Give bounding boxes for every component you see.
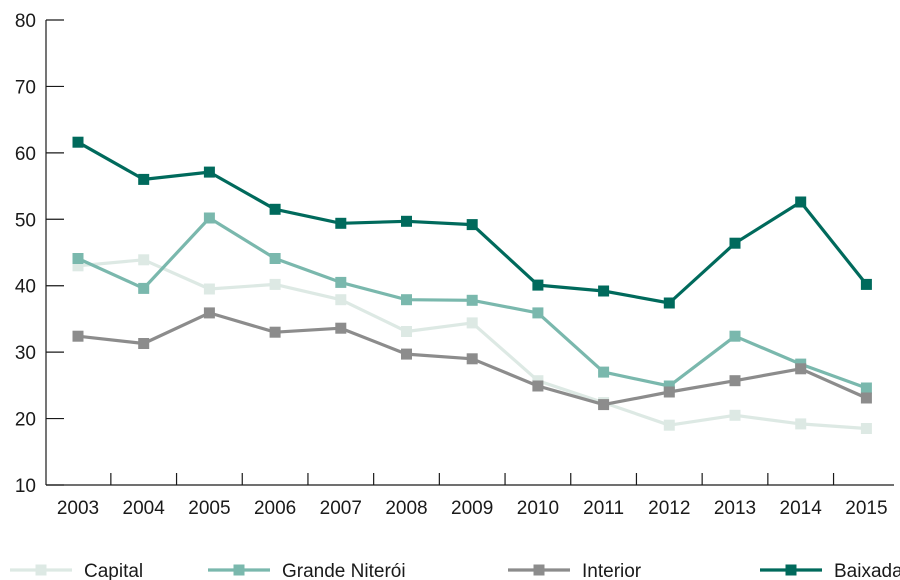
data-point	[269, 326, 281, 338]
x-tick-label: 2003	[57, 498, 99, 519]
data-point	[795, 196, 807, 208]
x-tick-label: 2010	[517, 498, 559, 519]
x-tick-label: 2007	[320, 498, 362, 519]
series-baixada	[72, 136, 872, 309]
legend-label: Grande Niterói	[282, 561, 406, 580]
data-point	[203, 307, 215, 319]
data-point	[335, 276, 347, 288]
data-point	[729, 237, 741, 249]
series-group	[72, 136, 872, 434]
y-tick-label: 20	[15, 410, 36, 431]
data-point	[466, 294, 478, 306]
data-point	[138, 338, 150, 349]
x-tick-label: 2006	[254, 498, 296, 519]
data-point	[795, 418, 807, 430]
legend-swatch-marker	[35, 564, 47, 576]
data-point	[466, 219, 478, 231]
data-point	[72, 136, 84, 148]
data-point	[466, 317, 478, 329]
x-tick-label: 2013	[714, 498, 756, 519]
data-point	[729, 409, 741, 421]
x-tick-label: 2005	[188, 498, 230, 519]
data-point	[138, 282, 150, 294]
data-point	[401, 215, 412, 227]
data-point	[598, 399, 610, 411]
data-point	[269, 203, 281, 215]
data-point	[335, 294, 347, 306]
y-tick-label: 80	[15, 11, 36, 32]
y-tick-label: 40	[15, 277, 36, 298]
data-point	[663, 297, 675, 309]
series-interior	[72, 307, 872, 411]
legend-item: Grande Niterói	[208, 561, 406, 580]
data-point	[860, 278, 872, 290]
data-point	[401, 294, 412, 306]
data-point	[860, 392, 872, 404]
x-tick-label: 2011	[583, 498, 624, 519]
data-point	[663, 380, 675, 392]
x-tick-label: 2014	[780, 498, 823, 519]
y-tick-label: 70	[15, 77, 36, 98]
legend-label: Capital	[84, 561, 143, 580]
data-point	[269, 253, 281, 264]
legend-swatch-marker	[533, 564, 545, 576]
data-point	[72, 330, 84, 342]
data-point	[203, 283, 215, 295]
data-point	[72, 260, 84, 272]
x-tick-label: 2008	[385, 498, 427, 519]
series-grande-niter-i	[72, 212, 872, 394]
data-point	[466, 353, 478, 365]
data-point	[729, 375, 741, 387]
y-tick-label: 60	[15, 144, 36, 165]
data-point	[598, 366, 610, 378]
data-point	[795, 363, 807, 375]
data-point	[203, 166, 215, 178]
legend-swatch-marker	[233, 564, 245, 576]
legend-label: Interior	[582, 561, 642, 580]
data-point	[203, 212, 215, 224]
x-tick-label: 2012	[648, 498, 690, 519]
y-tick-label: 50	[15, 210, 36, 231]
data-point	[335, 322, 347, 334]
data-point	[598, 285, 610, 297]
axes: 10 20 30 40 50 60 70 80 2003 2004 2005 2006 2007 2008…	[15, 11, 894, 519]
data-point	[138, 173, 150, 185]
legend-item: Capital	[10, 561, 143, 580]
y-tick-label: 10	[15, 476, 36, 497]
x-tick-label: 2015	[845, 498, 887, 519]
data-point	[860, 423, 872, 434]
legend-item: Interior	[508, 561, 642, 580]
legend-swatch-marker	[785, 564, 797, 576]
data-point	[269, 278, 281, 290]
data-point	[72, 253, 84, 264]
legend-label: Baixada	[834, 561, 900, 580]
y-tick-label: 30	[15, 343, 36, 364]
x-tick-label: 2009	[451, 498, 493, 519]
x-tick-label: 2004	[123, 498, 166, 519]
data-point	[335, 217, 347, 229]
data-point	[401, 348, 412, 360]
legend: Capital Grande Niterói Interior Baixada	[10, 561, 900, 580]
data-point	[532, 307, 544, 319]
data-point	[532, 380, 544, 392]
data-point	[663, 419, 675, 431]
data-point	[663, 386, 675, 398]
data-point	[860, 382, 872, 394]
legend-item: Baixada	[760, 561, 900, 580]
data-point	[401, 326, 412, 337]
series-line	[77, 258, 867, 431]
data-point	[532, 279, 544, 291]
data-point	[729, 330, 741, 342]
data-point	[138, 254, 150, 266]
